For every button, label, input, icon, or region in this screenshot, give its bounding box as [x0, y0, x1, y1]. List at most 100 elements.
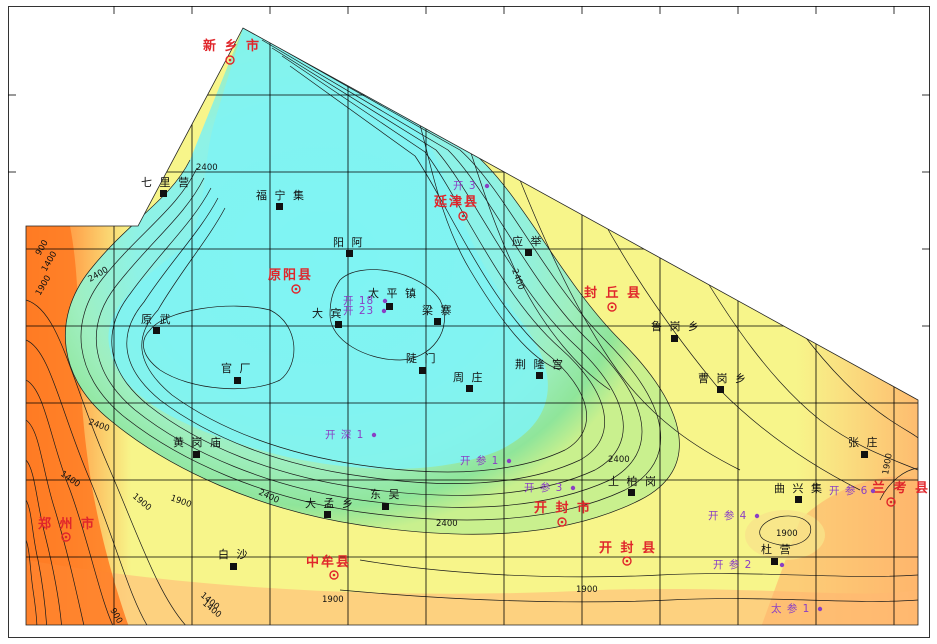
well-marker-kai18[interactable]: [382, 298, 388, 304]
town-marker-zhangzhuang[interactable]: [861, 451, 868, 458]
town-marker-zhouzhuang[interactable]: [466, 385, 473, 392]
town-marker-caogangxiang[interactable]: [717, 386, 724, 393]
city-marker-kaifeng-city[interactable]: [557, 517, 567, 527]
town-label-zhouzhuang: 周 庄: [453, 370, 485, 384]
city-label-kaifeng-city: 开 封 市: [534, 500, 592, 516]
town-marker-yingju[interactable]: [525, 249, 532, 256]
town-label-tubaigang: 土 柏 岗: [608, 474, 658, 488]
well-marker-kai23[interactable]: [381, 308, 387, 314]
frame-ticks: [8, 6, 930, 327]
city-marker-xinxiang[interactable]: [225, 55, 235, 65]
town-label-lugangxiang: 鲁 岗 乡: [651, 319, 701, 333]
contour-label: 2400: [436, 519, 458, 529]
town-marker-duying[interactable]: [771, 558, 778, 565]
well-label-taican1: 太 参 1: [771, 602, 810, 615]
town-label-quxingji: 曲 兴 集: [774, 481, 824, 495]
town-label-taipingzhen: 太 平 镇: [368, 286, 418, 300]
city-marker-zhongmou[interactable]: [329, 570, 339, 580]
town-marker-tubaigang[interactable]: [628, 489, 635, 496]
basin-core: [108, 28, 548, 469]
town-marker-quxingji[interactable]: [795, 496, 802, 503]
well-marker-kaican1[interactable]: [506, 458, 512, 464]
town-labels: 七 里 营 福 宁 集 阳 阿 应 举 太 平 镇 大 宾 梁 寨 原 武 官 …: [141, 175, 880, 561]
city-marker-lankao[interactable]: [886, 497, 896, 507]
town-label-baisha: 白 沙: [218, 547, 250, 561]
town-marker-doumen[interactable]: [419, 367, 426, 374]
contour-label: 1900: [776, 529, 798, 539]
well-label-kaican4: 开 参 4: [708, 509, 747, 522]
city-label-yuanyang: 原阳县: [268, 268, 313, 283]
contour-label: 1900: [322, 595, 344, 605]
well-labels: 开 3 开 18 开 23 开 深 1 开 参 1 开 参 3 开 参 4 开 …: [325, 180, 868, 615]
south-band: [26, 560, 918, 625]
town-label-yingju: 应 举: [512, 234, 544, 248]
contour-label: 2400: [608, 455, 630, 465]
town-label-damengxiang: 大 孟 乡: [305, 496, 355, 510]
well-label-kaican3: 开 参 3: [524, 481, 563, 494]
well-label-kaican6: 开 参 6: [829, 484, 868, 497]
city-label-xinxiang: 新 乡 市: [203, 38, 261, 54]
city-marker-yanjin[interactable]: [458, 211, 468, 221]
town-label-yuanwu: 原 武: [141, 313, 173, 326]
town-marker-yanga[interactable]: [346, 250, 353, 257]
town-label-yanga: 阳 阿: [333, 236, 365, 249]
town-label-liangzhai: 梁 寨: [422, 303, 454, 317]
well-marker-kai3[interactable]: [484, 183, 490, 189]
town-markers: [153, 190, 868, 570]
town-marker-dabin[interactable]: [335, 321, 342, 328]
city-label-zhongmou: 中牟县: [306, 554, 351, 570]
town-marker-huanggangmiao[interactable]: [193, 451, 200, 458]
closure-duying: [745, 510, 825, 560]
well-label-kai23: 开 23: [343, 305, 374, 317]
town-marker-qiliying[interactable]: [160, 190, 167, 197]
town-label-qiliying: 七 里 营: [141, 175, 191, 189]
contour-label: 1900: [881, 452, 895, 475]
city-label-yanjin: 延津县: [433, 194, 479, 210]
city-marker-kaifeng-county[interactable]: [622, 556, 632, 566]
well-marker-kaican4[interactable]: [754, 513, 760, 519]
town-marker-baisha[interactable]: [230, 563, 237, 570]
well-marker-taican1[interactable]: [817, 606, 823, 612]
city-label-kaifeng-county: 开 封 县: [599, 540, 657, 556]
city-marker-yuanyang[interactable]: [291, 284, 301, 294]
well-label-kai3: 开 3: [453, 180, 477, 192]
town-marker-damengxiang[interactable]: [324, 511, 331, 518]
town-marker-yuanwu[interactable]: [153, 327, 160, 334]
city-marker-fengqiu[interactable]: [607, 302, 617, 312]
town-label-duying: 杜 营: [761, 542, 793, 556]
town-label-doumen: 陡 门: [406, 351, 438, 365]
well-label-kaican2: 开 参 2: [713, 558, 752, 571]
well-label-kaican1: 开 参 1: [460, 454, 499, 467]
west-band: [26, 226, 130, 625]
town-marker-dongwu[interactable]: [382, 503, 389, 510]
town-label-jinglonggong: 荆 隆 宫: [515, 357, 565, 371]
town-marker-jinglonggong[interactable]: [536, 372, 543, 379]
town-marker-taipingzhen[interactable]: [386, 303, 393, 310]
well-markers: [371, 183, 876, 612]
city-label-lankao: 兰 考 县: [872, 480, 930, 496]
contour-label: 1900: [576, 585, 598, 595]
town-marker-guanchang[interactable]: [234, 377, 241, 384]
city-marker-zhengzhou[interactable]: [61, 532, 71, 542]
town-label-funingji: 福 宁 集: [256, 188, 306, 202]
town-label-dongwu: 东 吴: [370, 488, 402, 501]
town-label-guanchang: 官 厂: [221, 361, 253, 375]
well-marker-kaican2[interactable]: [779, 562, 785, 568]
city-label-zhengzhou: 郑 州 市: [38, 516, 96, 532]
well-label-kaishen1: 开 深 1: [325, 429, 364, 441]
east-band: [760, 476, 918, 625]
town-marker-funingji[interactable]: [276, 203, 283, 210]
well-marker-kaishen1[interactable]: [371, 432, 377, 438]
city-label-fengqiu: 封 丘 县: [584, 285, 642, 301]
well-marker-kaican3[interactable]: [570, 485, 576, 491]
town-label-dabin: 大 宾: [312, 306, 344, 320]
town-label-caogangxiang: 曹 岗 乡: [698, 372, 748, 385]
town-label-zhangzhuang: 张 庄: [848, 435, 880, 449]
well-marker-kaican6[interactable]: [870, 488, 876, 494]
well-label-kai18: 开 18: [343, 295, 374, 307]
contour-label: 2400: [196, 163, 218, 173]
town-marker-liangzhai[interactable]: [434, 318, 441, 325]
town-marker-lugangxiang[interactable]: [671, 335, 678, 342]
city-labels: 新 乡 市 延津县 原阳县 封 丘 县 郑 州 市 中牟县 开 封 市 开 封 …: [38, 38, 930, 570]
